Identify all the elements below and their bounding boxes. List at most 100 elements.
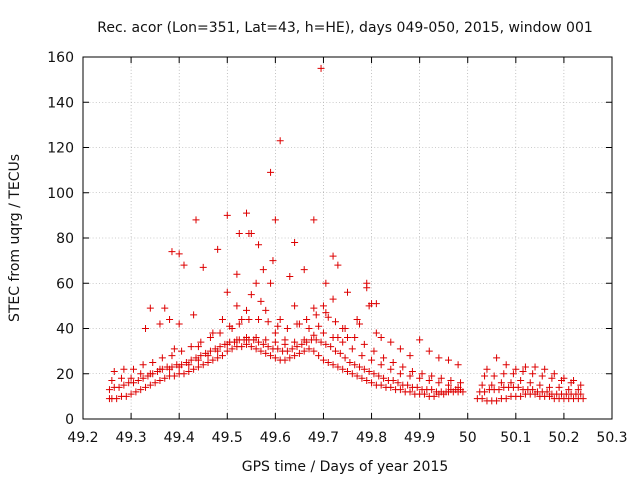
data-point	[180, 261, 188, 269]
data-point	[380, 374, 388, 382]
tick-layer: 49.2 49.3 49.4 49.5 49.6 49.7 49.8 49.9 50 50.1 50…	[47, 50, 627, 446]
data-point	[170, 372, 178, 380]
data-point	[502, 361, 510, 369]
data-point	[238, 343, 246, 351]
data-point	[271, 216, 279, 224]
data-point	[372, 300, 380, 308]
data-point	[507, 379, 515, 387]
data-point	[555, 383, 563, 391]
data-point	[271, 354, 279, 362]
data-point	[199, 361, 207, 369]
data-point	[387, 338, 395, 346]
data-point	[514, 383, 522, 391]
data-points	[105, 64, 587, 405]
data-point	[360, 340, 368, 348]
y-tick-label: 80	[56, 231, 74, 247]
y-axis-label: STEC from uqrg / TECUs	[7, 154, 23, 322]
data-point	[444, 381, 452, 389]
data-point	[387, 365, 395, 373]
data-point	[543, 388, 551, 396]
data-point	[570, 377, 578, 385]
data-point	[262, 349, 270, 357]
data-point	[370, 370, 378, 378]
data-point	[454, 361, 462, 369]
x-axis-label: GPS time / Days of year 2015	[242, 459, 449, 475]
data-point	[339, 338, 347, 346]
x-tick-label: 49.9	[404, 430, 435, 446]
data-point	[300, 347, 308, 355]
data-point	[142, 383, 150, 391]
data-point	[216, 329, 224, 337]
data-point	[437, 374, 445, 382]
data-point	[149, 358, 157, 366]
data-point	[216, 343, 224, 351]
data-point	[406, 388, 414, 396]
data-point	[139, 374, 147, 382]
data-point	[204, 352, 212, 360]
data-point	[565, 386, 573, 394]
data-point	[170, 345, 178, 353]
data-point	[142, 325, 150, 332]
data-point	[175, 250, 183, 258]
data-point	[139, 361, 147, 369]
data-point	[105, 386, 113, 394]
x-tick-label: 50.2	[548, 430, 579, 446]
data-point	[168, 352, 176, 360]
data-point	[579, 395, 587, 403]
data-point	[478, 381, 486, 389]
data-point	[329, 295, 337, 303]
data-point	[529, 370, 537, 378]
data-point	[348, 370, 356, 378]
data-point	[365, 302, 373, 310]
data-point	[223, 288, 231, 296]
data-point	[360, 365, 368, 373]
data-point	[478, 395, 486, 403]
data-point	[243, 340, 251, 348]
data-point	[295, 320, 303, 328]
data-point	[194, 363, 202, 371]
data-point	[281, 336, 289, 344]
data-point	[283, 347, 291, 355]
data-point	[178, 347, 186, 355]
data-point	[197, 352, 205, 360]
x-tick-label: 49.3	[116, 430, 147, 446]
data-point	[418, 370, 426, 378]
data-point	[206, 347, 214, 355]
data-point	[536, 381, 544, 389]
data-point	[214, 354, 222, 362]
x-tick-label: 49.4	[164, 430, 195, 446]
data-point	[425, 377, 433, 385]
data-point	[435, 354, 443, 362]
data-point	[413, 383, 421, 391]
data-point	[344, 367, 351, 375]
data-point	[199, 263, 207, 271]
data-point	[322, 340, 330, 348]
data-point	[387, 383, 395, 391]
data-point	[493, 397, 501, 405]
data-point	[512, 365, 520, 373]
data-point	[444, 356, 452, 364]
data-point	[344, 334, 351, 342]
data-point	[283, 325, 291, 332]
data-point	[151, 379, 159, 387]
data-point	[541, 365, 549, 373]
data-point	[235, 229, 243, 237]
data-point	[276, 137, 284, 145]
data-point	[331, 318, 339, 326]
data-point	[146, 370, 154, 378]
y-tick-label: 140	[47, 95, 74, 111]
data-point	[457, 379, 465, 387]
data-point	[267, 168, 275, 176]
data-point	[156, 377, 164, 385]
data-point	[274, 345, 282, 353]
data-point	[257, 347, 265, 355]
data-point	[122, 392, 130, 400]
data-point	[252, 345, 260, 353]
data-point	[497, 379, 505, 387]
data-point	[310, 331, 318, 339]
data-point	[447, 377, 455, 385]
data-point	[363, 279, 371, 287]
data-point	[209, 356, 217, 364]
data-point	[238, 315, 246, 323]
